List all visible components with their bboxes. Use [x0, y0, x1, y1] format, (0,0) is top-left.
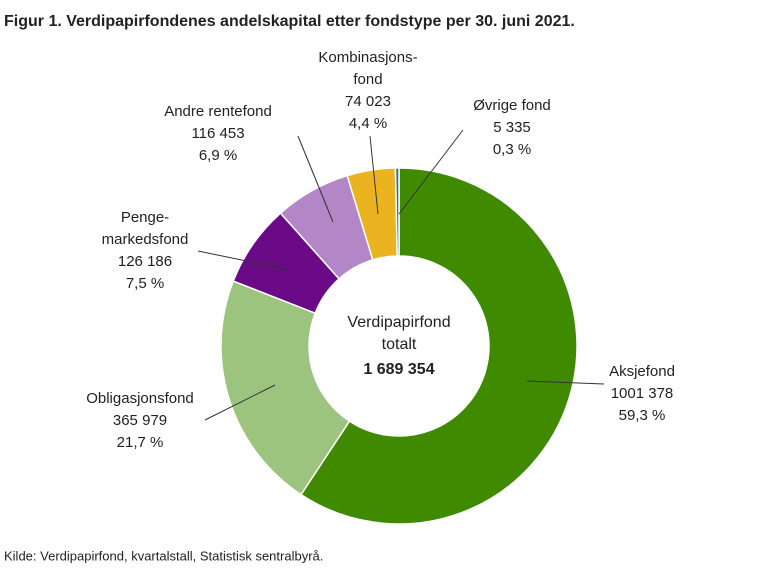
center-text: totalt [382, 336, 417, 353]
percent-label: 6,9 % [199, 147, 237, 164]
leader-line [369, 135, 379, 215]
value-label: 126 186 [118, 253, 172, 270]
percent-label: 21,7 % [117, 434, 164, 451]
category-label: Aksjefond [609, 363, 675, 380]
percent-label: 59,3 % [619, 407, 666, 424]
category-label: Øvrige fond [473, 97, 551, 114]
center-text: Verdipapirfond [347, 314, 450, 331]
leader-line [197, 250, 291, 271]
donut-slice [299, 167, 578, 525]
percent-label: 0,3 % [493, 141, 531, 158]
source: Kilde: Verdipapirfond, kvartalstall, Sta… [4, 548, 323, 563]
percent-label: 4,4 % [349, 115, 387, 132]
value-label: 365 979 [113, 412, 167, 429]
value-label: 74 023 [345, 93, 391, 110]
category-label: Obligasjonsfond [86, 390, 194, 407]
leader-line [526, 380, 605, 385]
category-label: Penge-markedsfond [102, 209, 189, 248]
value-label: 5 335 [493, 119, 531, 136]
leader-line [204, 384, 276, 421]
percent-label: 7,5 % [126, 275, 164, 292]
chart-title: Figur 1. Verdipapirfondenes andelskapita… [4, 13, 575, 30]
leader-line [398, 129, 464, 215]
value-label: 116 453 [191, 125, 244, 142]
donut-slice [220, 280, 351, 496]
donut-slice [394, 167, 400, 257]
center-total: 1 689 354 [363, 361, 434, 378]
category-label: Andre rentefond [164, 103, 272, 120]
category-label: Kombinasjons-fond [318, 49, 417, 88]
leader-line [297, 135, 334, 223]
value-label: 1001 378 [611, 385, 674, 402]
